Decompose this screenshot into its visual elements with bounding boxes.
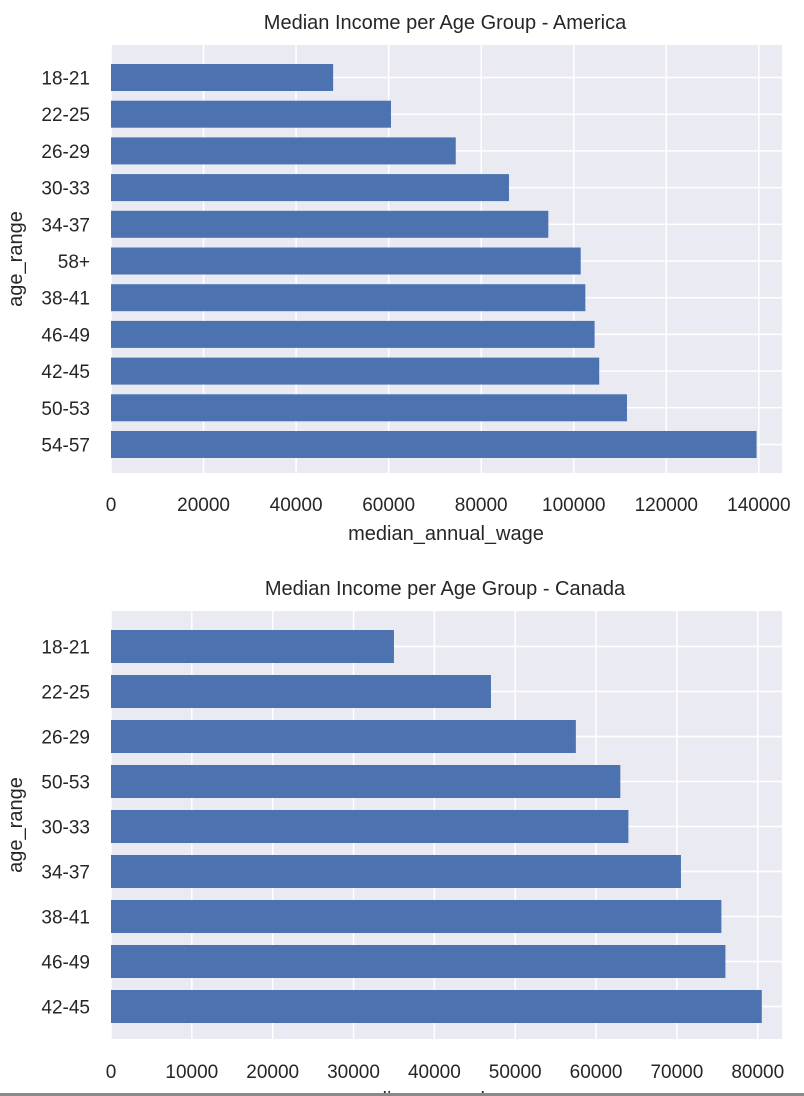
bar-canada-22-25 <box>111 675 491 708</box>
bar-canada-50-53 <box>111 765 621 798</box>
ytick-label-canada: 30-33 <box>41 818 90 839</box>
ytick-label-america: 50-53 <box>41 399 90 420</box>
bar-america-34-37 <box>111 210 549 238</box>
chart-america: Median Income per Age Group - America 18… <box>5 12 791 545</box>
bar-america-22-25 <box>111 100 391 128</box>
chart-canada: Median Income per Age Group - Canada 18-… <box>5 578 784 1096</box>
bar-america-38-41 <box>111 284 586 312</box>
xtick-label-america: 140000 <box>727 495 790 516</box>
xtick-label-canada: 50000 <box>489 1062 542 1083</box>
bar-america-30-33 <box>111 174 509 202</box>
bar-america-46-49 <box>111 320 595 348</box>
ytick-label-america: 46-49 <box>41 325 90 346</box>
ytick-label-america: 30-33 <box>41 179 90 200</box>
ytick-labels-canada: 18-21 22-25 26-29 50-53 30-33 34-37 38-41 46-49… <box>41 638 90 1019</box>
bar-canada-18-21 <box>111 630 394 663</box>
xtick-label-america: 60000 <box>362 495 415 516</box>
ytick-labels-america: 18-21 22-25 26-29 30-33 34-37 58+ 38-41 46-49 42… <box>41 69 90 457</box>
xtick-label-canada: 80000 <box>731 1062 784 1083</box>
ytick-label-america: 18-21 <box>41 69 90 90</box>
xtick-label-canada: 40000 <box>408 1062 461 1083</box>
ytick-label-canada: 18-21 <box>41 638 90 659</box>
bar-america-42-45 <box>111 357 600 385</box>
ytick-label-america: 58+ <box>58 252 90 273</box>
ytick-label-america: 22-25 <box>41 105 90 126</box>
xtick-labels-canada: 0 10000 20000 30000 40000 50000 60000 70000 8000… <box>106 1062 784 1083</box>
chart-title-america: Median Income per Age Group - America <box>264 12 627 34</box>
xtick-label-canada: 0 <box>106 1062 117 1083</box>
ytick-label-canada: 46-49 <box>41 953 90 974</box>
bars-america <box>111 64 757 458</box>
x-axis-label-america: median_annual_wage <box>348 523 544 545</box>
ytick-label-canada: 26-29 <box>41 728 90 749</box>
bars-canada <box>111 630 762 1023</box>
xtick-label-canada: 70000 <box>650 1062 703 1083</box>
xtick-label-america: 40000 <box>270 495 323 516</box>
ytick-label-canada: 42-45 <box>41 998 90 1019</box>
bar-america-26-29 <box>111 137 456 165</box>
ytick-label-canada: 34-37 <box>41 863 90 884</box>
bar-canada-30-33 <box>111 810 629 843</box>
bar-america-50-53 <box>111 394 627 422</box>
bar-canada-26-29 <box>111 720 576 753</box>
chart-title-canada: Median Income per Age Group - Canada <box>265 578 626 600</box>
xtick-label-canada: 60000 <box>570 1062 623 1083</box>
bar-canada-34-37 <box>111 855 681 888</box>
xtick-label-america: 80000 <box>455 495 508 516</box>
ytick-label-america: 38-41 <box>41 289 90 310</box>
window-bottom-edge <box>0 1093 804 1096</box>
ytick-label-canada: 38-41 <box>41 908 90 929</box>
ytick-label-canada: 22-25 <box>41 683 90 704</box>
xtick-label-america: 0 <box>106 495 117 516</box>
ytick-label-america: 34-37 <box>41 215 90 236</box>
x-axis-label-canada: median_annual_wage <box>348 1089 544 1096</box>
y-axis-label-america: age_range <box>5 211 27 307</box>
bar-america-54-57 <box>111 431 757 458</box>
xtick-label-america: 100000 <box>542 495 605 516</box>
xtick-label-canada: 10000 <box>165 1062 218 1083</box>
xtick-label-canada: 30000 <box>327 1062 380 1083</box>
xtick-label-america: 120000 <box>635 495 698 516</box>
ytick-label-america: 42-45 <box>41 362 90 383</box>
ytick-label-canada: 50-53 <box>41 773 90 794</box>
bar-canada-46-49 <box>111 945 726 978</box>
xtick-label-america: 20000 <box>177 495 230 516</box>
ytick-label-america: 54-57 <box>41 436 90 457</box>
ytick-label-america: 26-29 <box>41 142 90 163</box>
bar-america-58plus <box>111 247 581 275</box>
xtick-label-canada: 20000 <box>246 1062 299 1083</box>
y-axis-label-canada: age_range <box>5 777 27 873</box>
bar-canada-42-45 <box>111 990 762 1023</box>
xtick-labels-america: 0 20000 40000 60000 80000 100000 120000 140000 <box>106 495 791 516</box>
bar-canada-38-41 <box>111 900 722 933</box>
bar-america-18-21 <box>111 64 334 91</box>
